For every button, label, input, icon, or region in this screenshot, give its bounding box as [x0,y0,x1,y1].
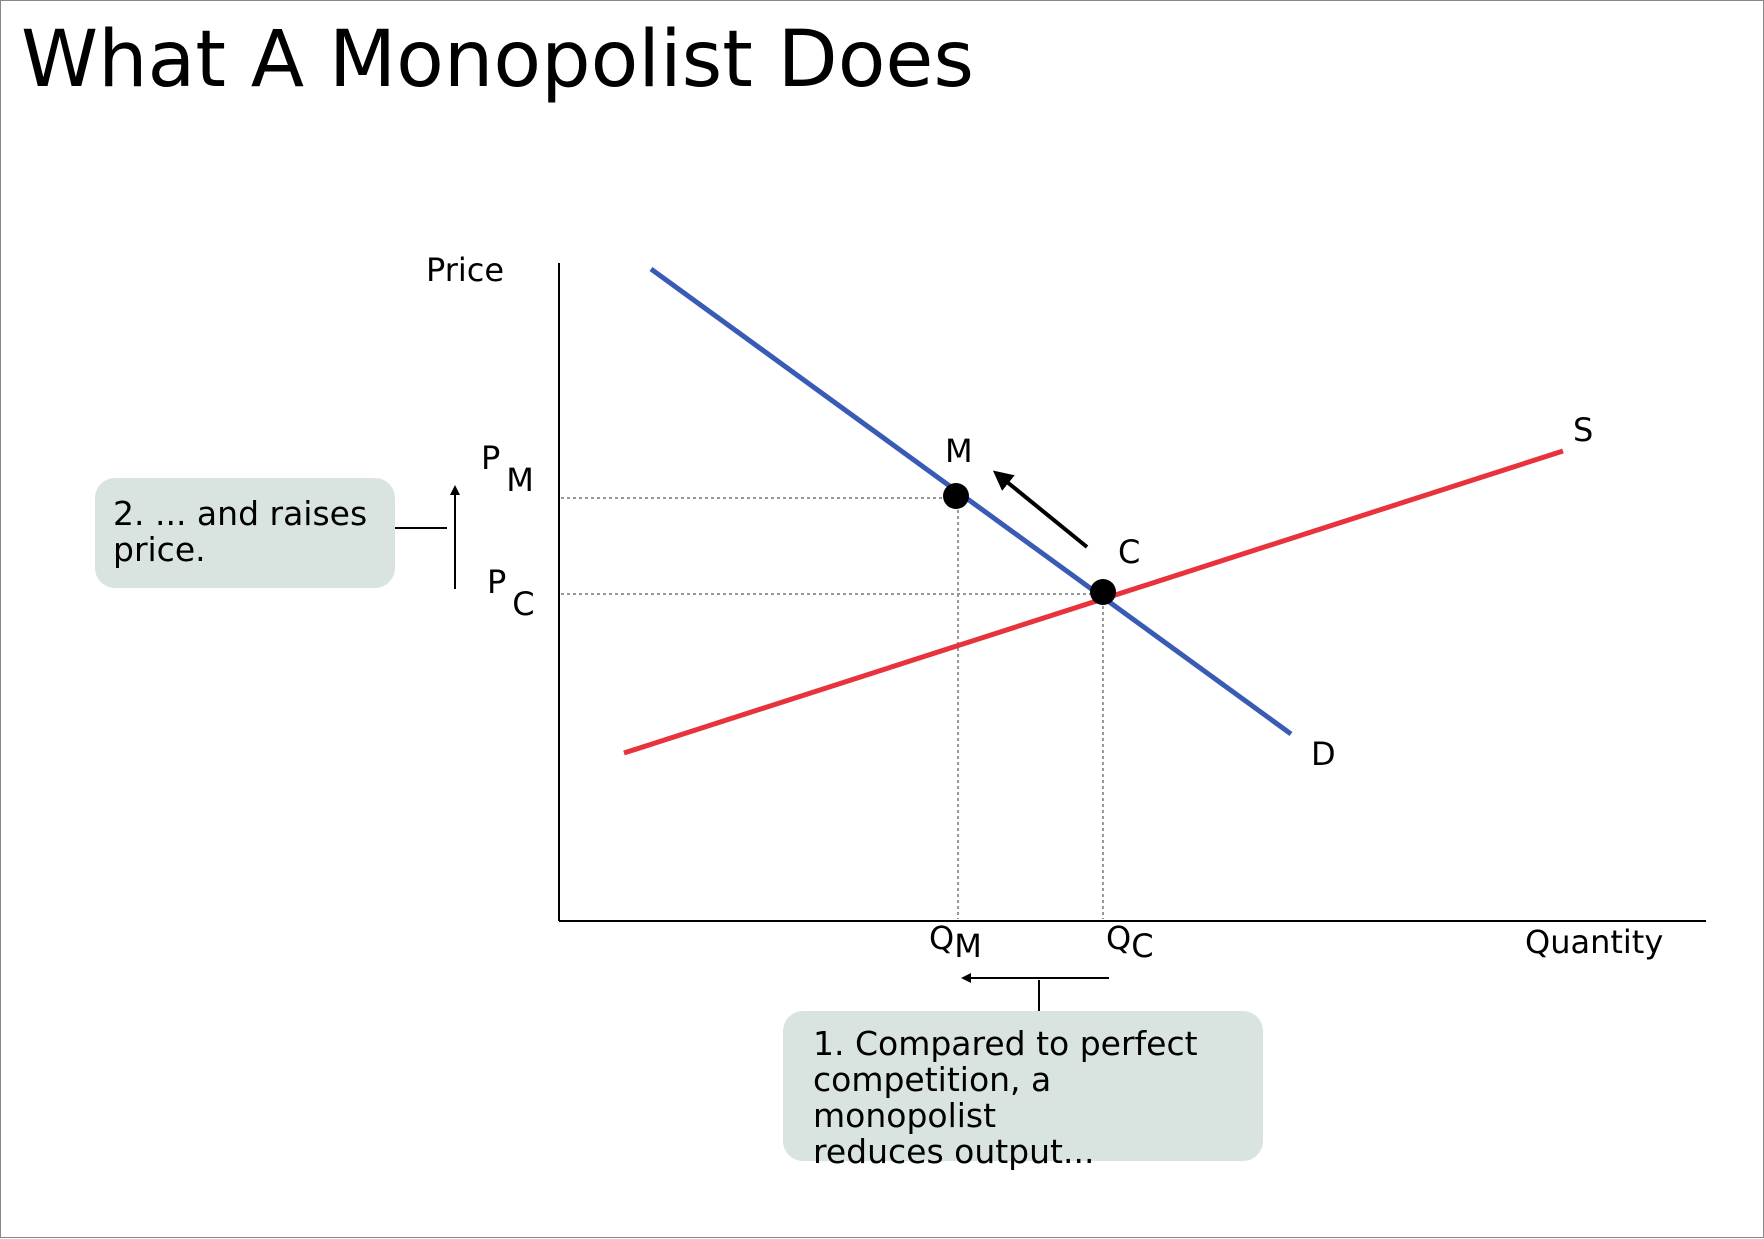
supply-curve [623,448,1564,756]
supply-label: S [1573,411,1593,449]
y-axis-label: Price [426,251,504,289]
callout-line: 2. ... and raises [113,494,368,533]
slide-title: What A Monopolist Does [21,15,975,105]
callout-line: competition, a monopolist [813,1060,1052,1135]
demand-label: D [1311,735,1336,773]
monopoly-point [943,483,969,509]
raises-price-callout: 2. ... and raises price. [95,478,395,588]
competitive-point-label: C [1118,533,1140,571]
qm-label: QM [929,919,982,965]
pc-label: PC [487,563,535,623]
pm-label: PM [481,439,534,499]
movement-arrow [992,470,1089,549]
demand-curve [649,266,1293,737]
qc-label: QC [1106,919,1154,965]
x-axis-label: Quantity [1525,923,1663,961]
reduces-output-callout: 1. Compared to perfect competition, a mo… [783,1011,1263,1170]
callout-line: reduces output... [813,1132,1095,1171]
callout-line: 1. Compared to perfect [813,1024,1198,1063]
monopoly-point-label: M [945,432,973,470]
callout-line: price. [113,530,206,569]
competitive-point [1090,579,1116,605]
